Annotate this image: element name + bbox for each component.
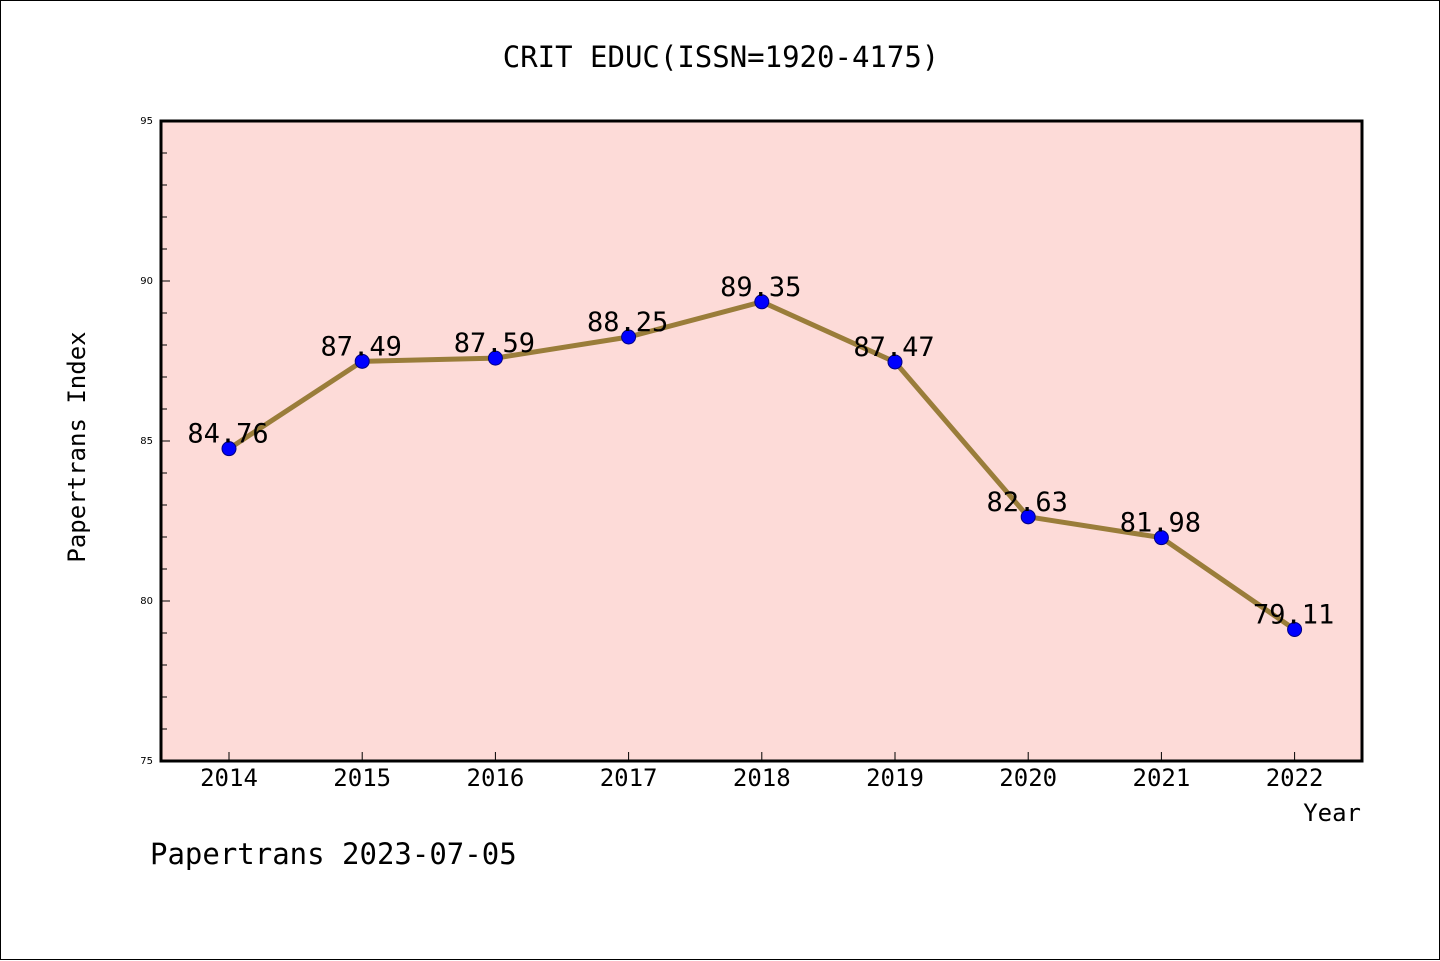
data-label: 79.11 — [1253, 599, 1334, 630]
x-tick-label: 2020 — [999, 764, 1057, 792]
data-point — [487, 350, 503, 366]
x-tick-label: 2018 — [733, 764, 791, 792]
data-point — [754, 294, 770, 310]
plot-area — [159, 119, 1364, 763]
data-point — [621, 329, 637, 345]
data-point — [887, 354, 903, 370]
x-tick-label: 2017 — [600, 764, 658, 792]
data-point — [1153, 530, 1169, 546]
data-label: 82.63 — [987, 487, 1068, 518]
data-labels: 84.76 87.49 87.59 88.25 89.35 87.47 82.63 81.98… — [187, 272, 1334, 631]
chart-title: CRIT EDUC(ISSN=1920-4175) — [503, 40, 940, 74]
x-tick-label: 2019 — [866, 764, 924, 792]
data-label: 87.59 — [454, 328, 535, 359]
x-tick-label: 2022 — [1266, 764, 1324, 792]
data-label: 88.25 — [587, 307, 668, 338]
y-tick-label: 90 — [140, 276, 153, 287]
y-tick-label: 95 — [140, 116, 153, 127]
x-tick-label: 2014 — [200, 764, 258, 792]
data-label: 81.98 — [1120, 508, 1201, 539]
data-label: 87.49 — [321, 331, 402, 362]
y-axis-ticks: 75 80 85 90 95 — [140, 116, 170, 767]
data-label: 84.76 — [187, 419, 268, 450]
x-axis-ticks: 2014 2015 2016 2017 2018 2019 2020 2021 2022 — [200, 752, 1323, 792]
footer-source-date: Papertrans 2023-07-05 — [150, 837, 517, 871]
y-tick-label: 80 — [140, 596, 153, 607]
data-point — [1287, 621, 1303, 637]
x-axis-label: Year — [1303, 799, 1361, 827]
data-point — [1020, 509, 1036, 525]
data-label: 87.47 — [853, 332, 934, 363]
series-group — [221, 294, 1303, 637]
x-tick-label: 2015 — [333, 764, 391, 792]
y-tick-label: 85 — [140, 436, 153, 447]
y-tick-label: 75 — [140, 756, 153, 767]
y-axis-label: Papertrans Index — [63, 331, 91, 562]
data-label: 89.35 — [720, 272, 801, 303]
data-point — [221, 441, 237, 457]
data-point — [354, 353, 370, 369]
x-tick-label: 2021 — [1133, 764, 1191, 792]
x-tick-label: 2016 — [467, 764, 525, 792]
